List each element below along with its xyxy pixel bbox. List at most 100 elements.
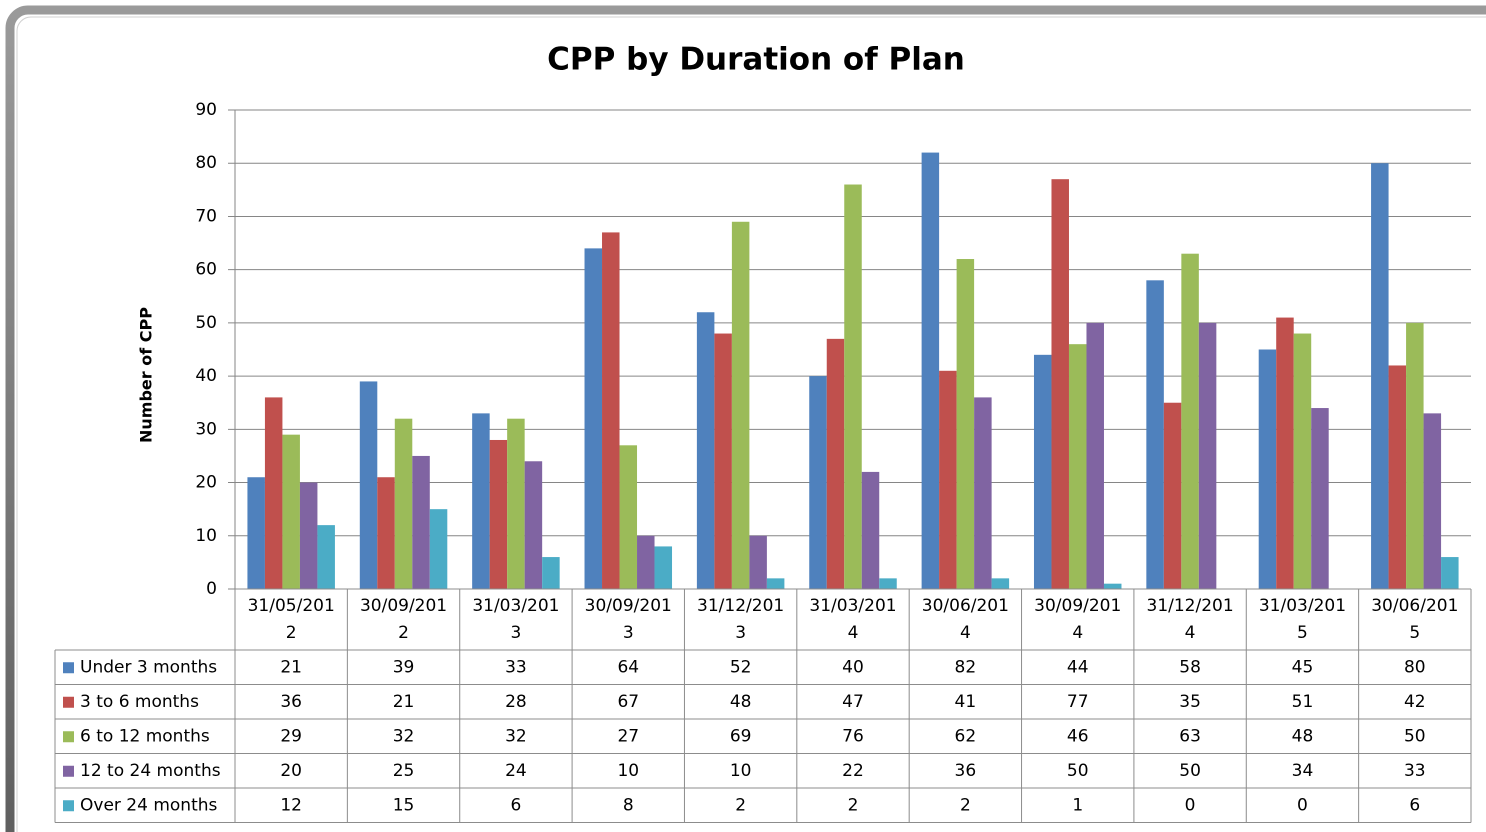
y-tick-label: 20 (195, 473, 217, 493)
table-value: 21 (393, 692, 415, 712)
bar (637, 535, 655, 589)
x-tick-label-line: 31/03/201 (472, 596, 559, 616)
table-value: 2 (960, 795, 971, 815)
y-tick-label: 10 (195, 526, 217, 546)
bar (377, 477, 395, 589)
legend-label: Under 3 months (80, 657, 217, 677)
table-value: 0 (1185, 795, 1196, 815)
chart-title: CPP by Duration of Plan (547, 42, 965, 78)
legend-key (63, 662, 74, 674)
table-value: 12 (280, 795, 302, 815)
table-value: 39 (393, 657, 415, 677)
x-tick-label-line: 4 (960, 623, 971, 643)
bar (1181, 253, 1199, 589)
bar (731, 221, 750, 589)
table-value: 15 (393, 795, 415, 815)
table-value: 27 (617, 726, 639, 746)
table-value: 52 (730, 657, 752, 677)
bar (1068, 344, 1087, 589)
legend-label: 6 to 12 months (80, 726, 210, 746)
x-tick-label-line: 4 (848, 623, 859, 643)
y-tick-label: 0 (206, 579, 217, 599)
x-tick-label: 31/12/201 4 (1147, 596, 1234, 643)
table-value: 40 (842, 657, 864, 677)
x-tick-label: 31/12/201 3 (697, 596, 784, 643)
table-value: 6 (510, 795, 521, 815)
table-value: 21 (280, 657, 302, 677)
x-tick-label-line: 5 (1297, 623, 1308, 643)
x-tick-label-line: 3 (735, 623, 746, 643)
bar (879, 578, 897, 589)
bar (1423, 413, 1442, 589)
table-value: 8 (623, 795, 634, 815)
x-tick-label-line: 4 (1072, 623, 1083, 643)
x-tick-label-line: 3 (510, 623, 521, 643)
x-tick-label-line: 30/06/201 (1371, 596, 1458, 616)
table-value: 58 (1179, 657, 1201, 677)
bar (1388, 365, 1407, 589)
bar (317, 525, 335, 589)
bar (921, 152, 940, 590)
y-tick-label: 50 (195, 313, 217, 333)
legend-key (63, 731, 74, 743)
bar (247, 477, 265, 589)
x-tick-label-line: 30/09/201 (1034, 596, 1121, 616)
table-value: 48 (730, 692, 752, 712)
bar (282, 434, 300, 589)
table-value: 32 (505, 726, 527, 746)
bar (1441, 557, 1459, 589)
table-value: 51 (1292, 692, 1314, 712)
table-value: 45 (1292, 657, 1314, 677)
x-tick-label: 31/03/201 5 (1259, 596, 1346, 643)
table-value: 10 (617, 761, 639, 781)
table-value: 48 (1292, 726, 1314, 746)
bar (394, 418, 413, 589)
bar (1103, 583, 1122, 589)
x-tick-label-line: 3 (623, 623, 634, 643)
legend-key (63, 800, 74, 812)
x-tick-label-line: 31/05/201 (248, 596, 335, 616)
x-tick-label-line: 30/09/201 (360, 596, 447, 616)
y-tick-label: 30 (195, 419, 217, 439)
table-value: 29 (280, 726, 302, 746)
table-value: 63 (1179, 726, 1201, 746)
bar (1276, 317, 1294, 589)
table-value: 80 (1404, 657, 1426, 677)
table-value: 20 (280, 761, 302, 781)
table-value: 47 (842, 692, 864, 712)
x-tick-label-line: 31/03/201 (809, 596, 896, 616)
table-value: 67 (617, 692, 639, 712)
bar (939, 370, 957, 589)
table-value: 33 (505, 657, 527, 677)
table-value: 32 (393, 726, 415, 746)
bar (1198, 322, 1217, 589)
bar (1371, 163, 1389, 589)
bar (542, 557, 560, 589)
table-value: 50 (1067, 761, 1089, 781)
bar (299, 482, 318, 589)
table-value: 2 (848, 795, 859, 815)
x-tick-label: 30/06/201 4 (922, 596, 1009, 643)
table-value: 24 (505, 761, 527, 781)
y-tick-label: 90 (195, 100, 217, 120)
x-tick-label-line: 31/03/201 (1259, 596, 1346, 616)
y-tick-label: 70 (195, 206, 217, 226)
x-tick-label-line: 31/12/201 (1147, 596, 1234, 616)
bar (696, 312, 715, 589)
bar (619, 445, 638, 589)
bar (1033, 354, 1052, 589)
table-value: 76 (842, 726, 864, 746)
table-value: 64 (617, 657, 639, 677)
bar (766, 578, 785, 589)
table-value: 36 (955, 761, 977, 781)
x-tick-label-line: 4 (1185, 623, 1196, 643)
bar (507, 418, 525, 589)
bar (991, 578, 1010, 589)
table-value: 28 (505, 692, 527, 712)
x-tick-label: 30/09/201 2 (360, 596, 447, 643)
x-tick-label-line: 2 (398, 623, 409, 643)
bar (1406, 322, 1424, 589)
bar (844, 184, 862, 589)
x-tick-label-line: 2 (286, 623, 297, 643)
